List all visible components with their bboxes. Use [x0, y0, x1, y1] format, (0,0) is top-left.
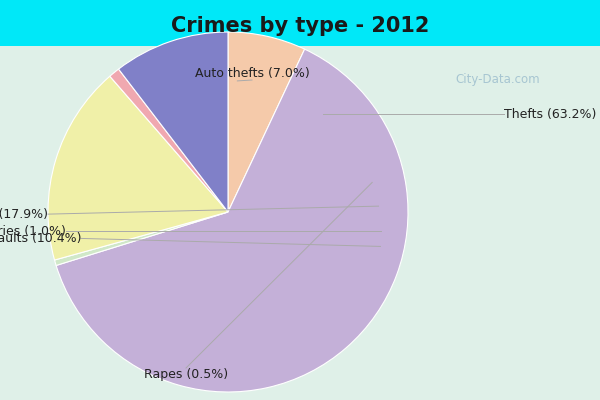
- Text: Burglaries (17.9%): Burglaries (17.9%): [0, 208, 48, 221]
- Text: Crimes by type - 2012: Crimes by type - 2012: [171, 16, 429, 36]
- Text: Thefts (63.2%): Thefts (63.2%): [504, 108, 596, 120]
- Wedge shape: [48, 76, 228, 260]
- Text: Assaults (10.4%): Assaults (10.4%): [0, 232, 81, 245]
- Wedge shape: [228, 32, 305, 212]
- Wedge shape: [119, 32, 228, 212]
- Text: City-Data.com: City-Data.com: [455, 74, 541, 86]
- Wedge shape: [110, 69, 228, 212]
- Text: Auto thefts (7.0%): Auto thefts (7.0%): [194, 67, 310, 80]
- Text: Robberies (1.0%): Robberies (1.0%): [0, 225, 66, 238]
- Wedge shape: [56, 49, 408, 392]
- Text: Rapes (0.5%): Rapes (0.5%): [144, 368, 228, 381]
- Wedge shape: [55, 212, 228, 266]
